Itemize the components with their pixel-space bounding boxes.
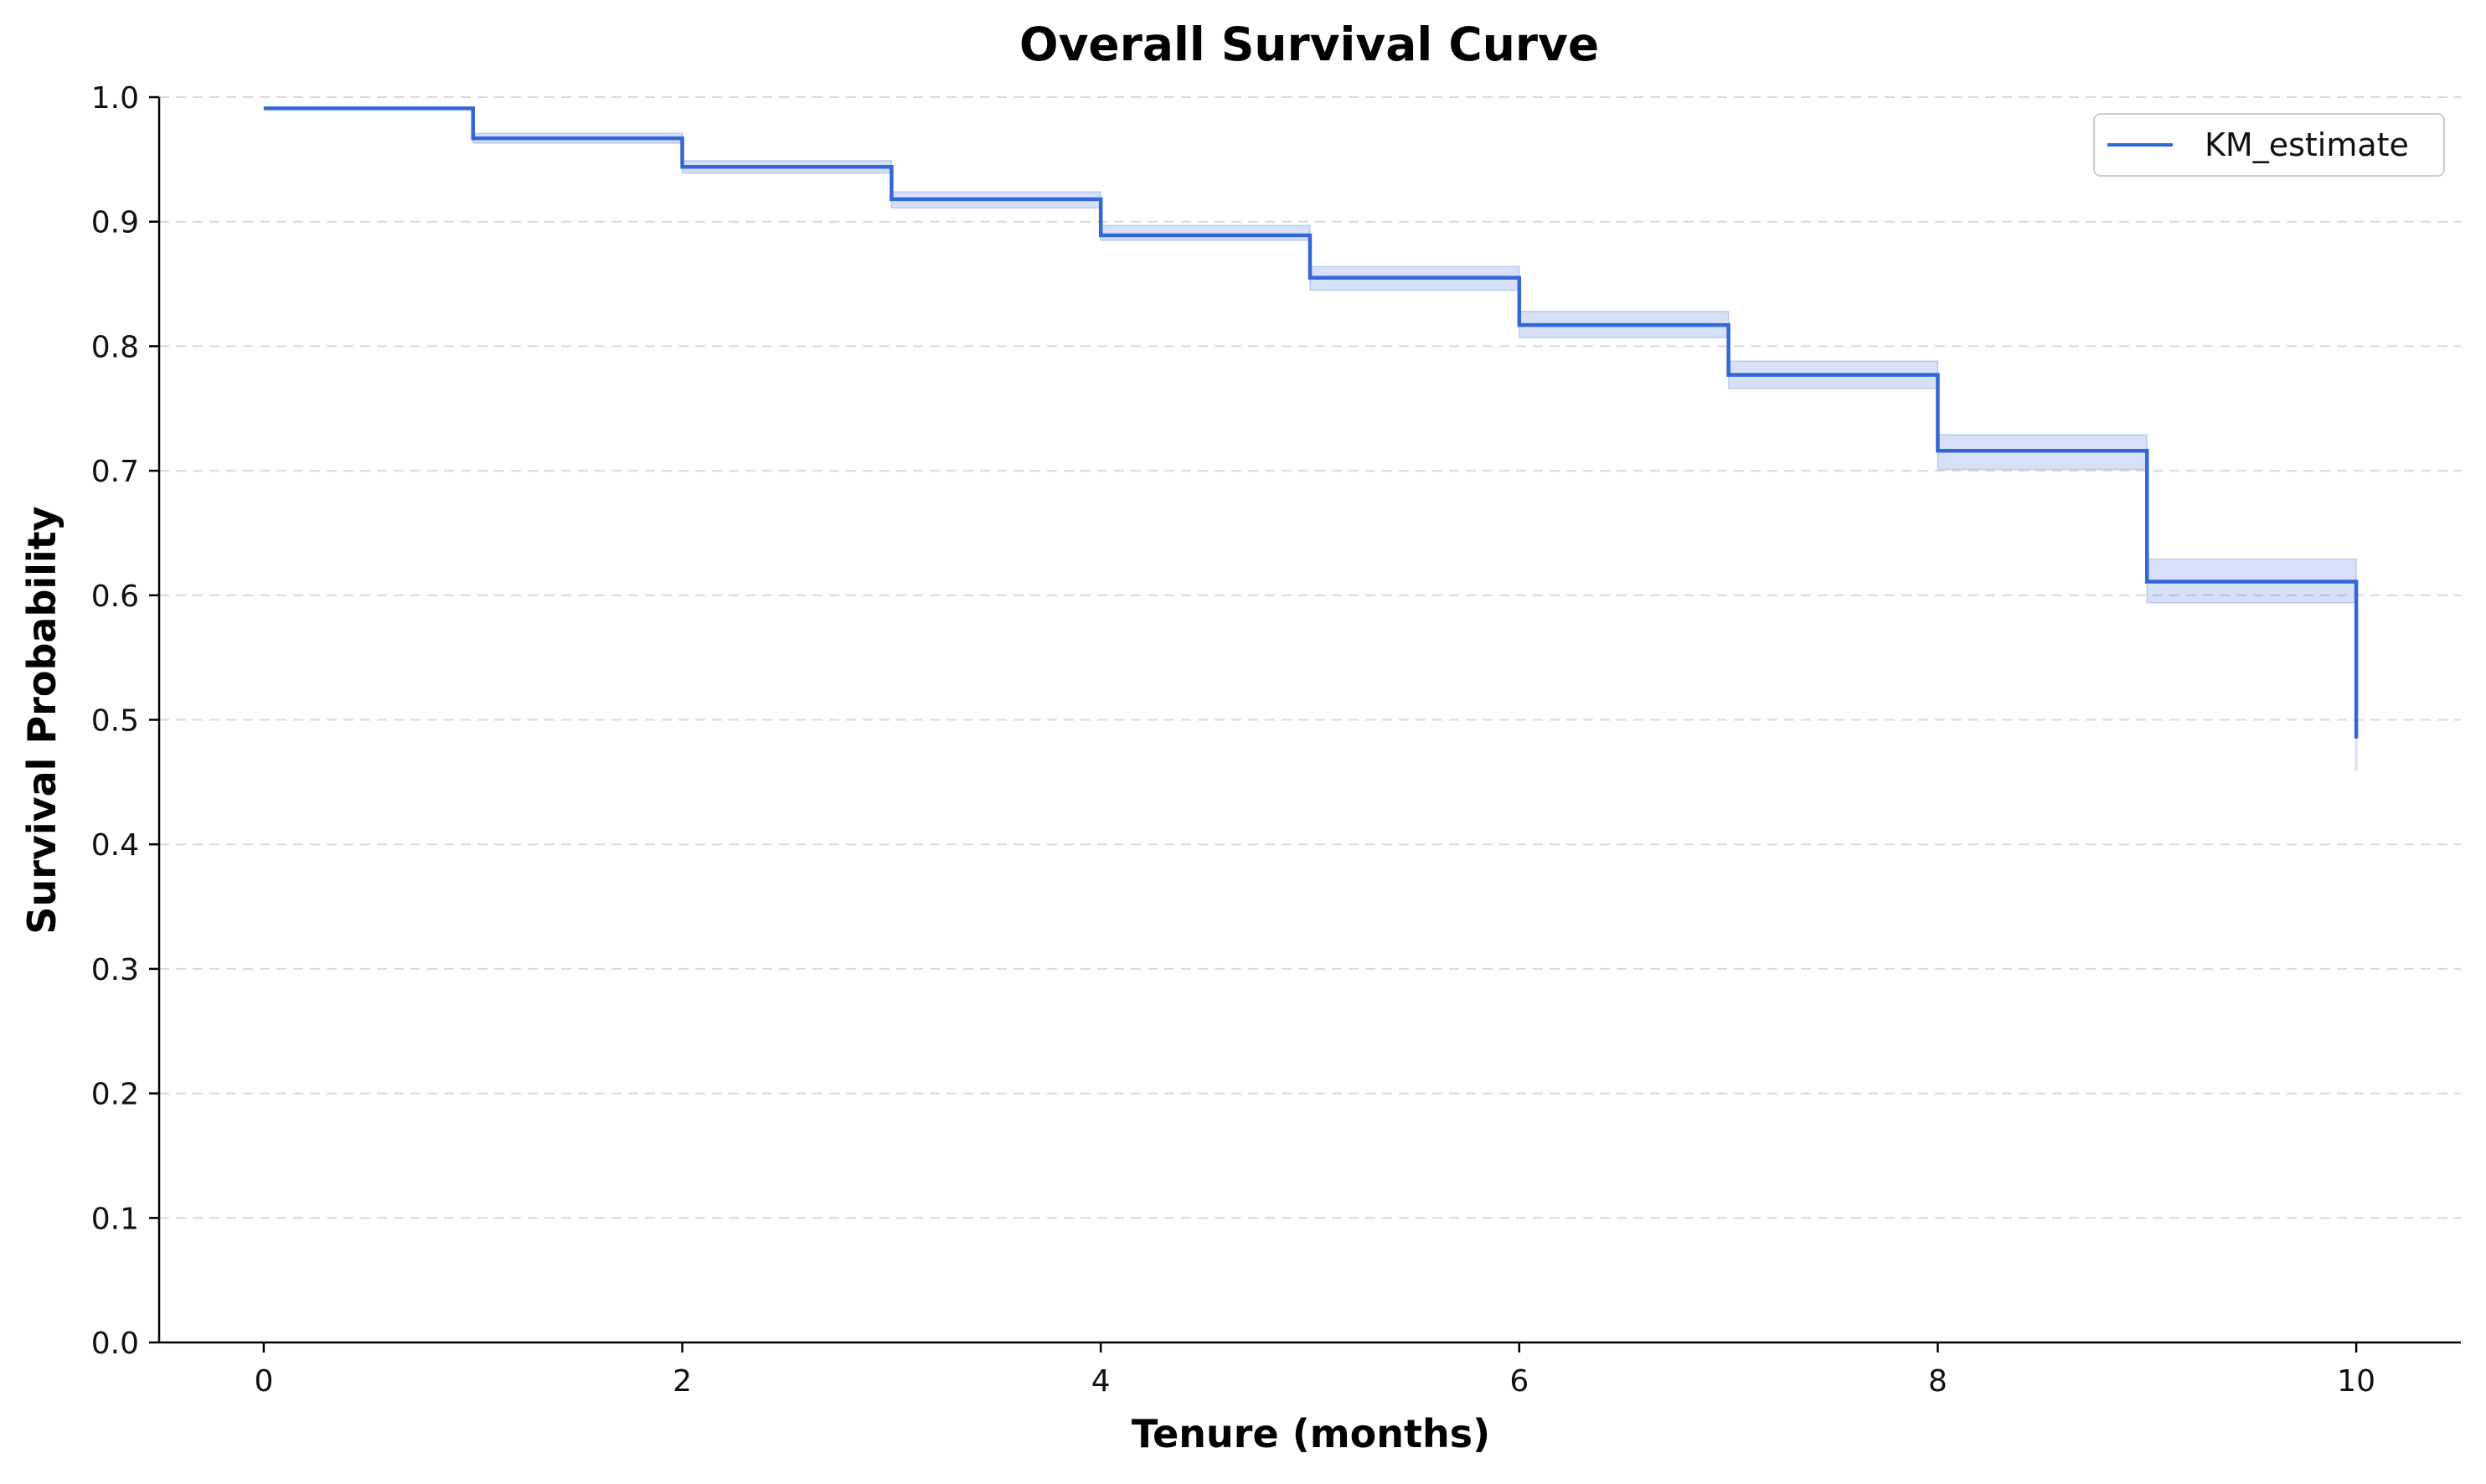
series-layer	[264, 108, 2356, 739]
x-axis-ticks: 0 2 4 6 8 10	[254, 1342, 2375, 1399]
y-tick-label-2: 0.2	[91, 1078, 139, 1112]
y-tick-label-10: 1.0	[91, 81, 139, 116]
x-tick-label-3: 6	[1509, 1364, 1529, 1399]
series-line-km-estimate	[264, 108, 2356, 738]
y-tick-label-5: 0.5	[91, 704, 139, 739]
x-tick-label-0: 0	[254, 1364, 273, 1399]
y-tick-label-1: 0.1	[91, 1202, 139, 1236]
x-tick-label-1: 2	[673, 1364, 692, 1399]
y-tick-label-4: 0.4	[91, 828, 139, 863]
x-tick-label-4: 8	[1928, 1364, 1947, 1399]
y-axis-title: Survival Probability	[19, 506, 64, 934]
x-tick-label-5: 10	[2337, 1364, 2375, 1399]
y-tick-label-7: 0.7	[91, 455, 139, 489]
legend-label-km-estimate: KM_estimate	[2205, 126, 2409, 163]
confidence-band-layer	[264, 108, 2358, 770]
y-tick-label-3: 0.3	[91, 953, 139, 987]
y-tick-label-8: 0.8	[91, 330, 139, 364]
x-axis-title: Tenure (months)	[1132, 1411, 1490, 1456]
y-axis-ticks: 0.0 0.1 0.2 0.3 0.4 0.5 0.6 0.7 0.8 0.9 1.0	[91, 81, 159, 1361]
legend: KM_estimate	[2094, 114, 2444, 176]
x-tick-label-2: 4	[1091, 1364, 1111, 1399]
y-tick-label-0: 0.0	[91, 1327, 139, 1361]
y-tick-label-6: 0.6	[91, 580, 139, 614]
y-tick-label-9: 0.9	[91, 206, 139, 240]
chart-title: Overall Survival Curve	[1019, 18, 1599, 71]
ci-band-segment-4	[1101, 225, 1310, 240]
